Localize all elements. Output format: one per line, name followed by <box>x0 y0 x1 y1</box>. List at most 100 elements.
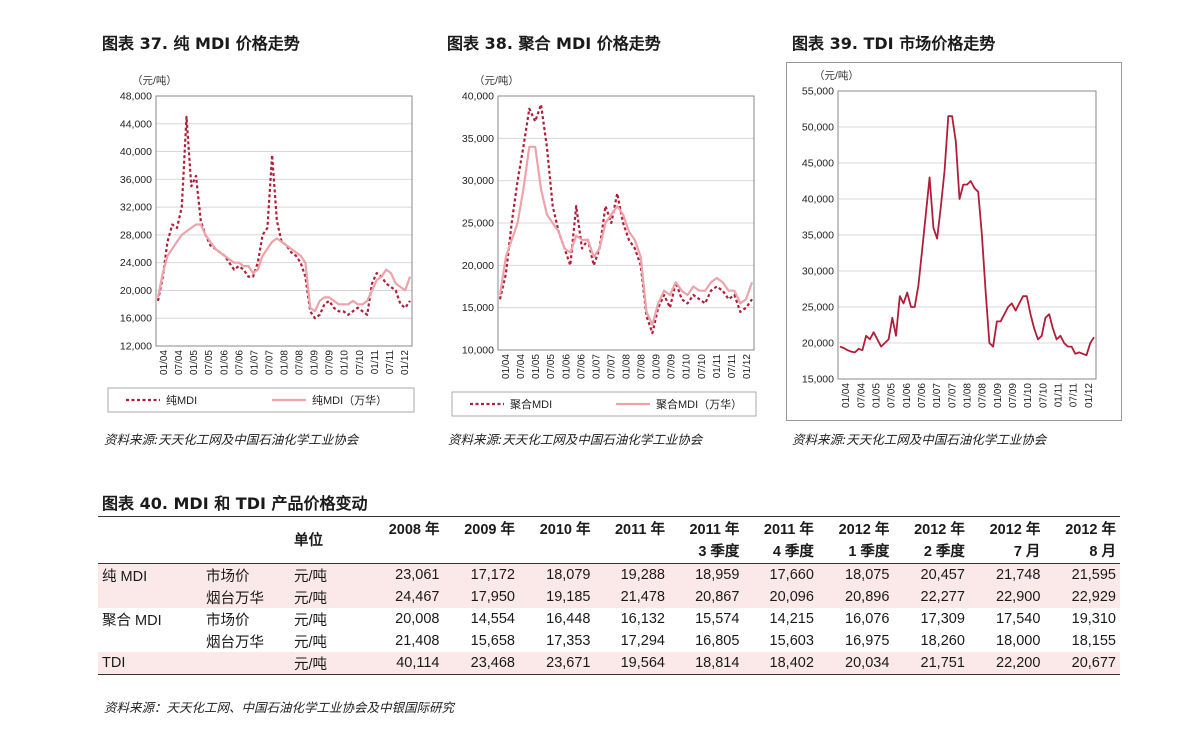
value-cell: 17,309 <box>920 611 965 627</box>
x-tick-label: 07/09 <box>325 350 336 375</box>
x-tick-label: 01/07 <box>591 354 602 379</box>
x-tick-label: 01/11 <box>370 350 381 375</box>
x-tick-label: 01/05 <box>189 350 200 375</box>
y-tick-label: 25,000 <box>802 302 834 314</box>
y-tick-label: 35,000 <box>802 230 834 242</box>
value-cell: 23,671 <box>519 652 595 675</box>
table-row: 烟台万华 元/吨 21,408 15,658 17,353 17,294 16,805 15,… <box>98 630 1120 652</box>
y-tick-label: 40,000 <box>120 146 152 158</box>
x-tick-label: 07/08 <box>978 383 989 408</box>
value-cell: 17,172 <box>443 563 519 586</box>
price-type-cell: 烟台万华 <box>192 586 286 608</box>
y-tick-label: 12,000 <box>120 341 152 353</box>
y-tick-label: 44,000 <box>120 118 152 130</box>
value-cell: 14,554 <box>470 611 515 627</box>
value-cell: 22,900 <box>968 586 1045 608</box>
x-tick-label: 07/07 <box>264 350 275 375</box>
price-type-cell: 市场价 <box>206 612 250 629</box>
price-type-cell: 烟台万华 <box>206 634 264 651</box>
y-tick-label: 20,000 <box>120 285 152 297</box>
tdi-price-chart: （元/吨） 15,000 20,000 25,000 30,000 35,000 40,00… <box>786 62 1122 421</box>
x-tick-label: 07/04 <box>174 350 185 375</box>
value-cell: 17,950 <box>443 586 519 608</box>
value-cell: 18,075 <box>817 563 894 586</box>
series-line-wanhua <box>156 223 412 313</box>
y-tick-label: 45,000 <box>802 158 834 170</box>
chart-title: 图表 38. 聚合 MDI 价格走势 <box>447 34 661 53</box>
value-cell: 18,814 <box>668 652 744 675</box>
x-tick-label: 01/10 <box>1023 383 1034 408</box>
x-tick-label: 01/11 <box>712 354 723 379</box>
x-tick-label: 07/09 <box>1008 383 1019 408</box>
value-cell: 18,000 <box>996 633 1041 649</box>
plot-area <box>837 90 1097 380</box>
value-cell: 15,658 <box>470 633 515 649</box>
x-tick-label: 07/10 <box>1038 383 1049 408</box>
col-header: 2010 年 <box>539 522 591 538</box>
x-tick-label: 07/06 <box>234 350 245 375</box>
x-tick-label: 07/06 <box>576 354 587 379</box>
value-cell: 21,478 <box>594 586 669 608</box>
x-tick-label: 01/09 <box>310 350 321 375</box>
value-cell: 16,132 <box>620 611 665 627</box>
value-cell: 16,805 <box>695 633 740 649</box>
x-tick-label: 01/06 <box>902 383 913 408</box>
x-tick-label: 07/08 <box>637 354 648 379</box>
product-cell: 纯 MDI <box>98 563 192 586</box>
x-tick-label: 01/08 <box>622 354 633 379</box>
y-tick-label: 35,000 <box>462 133 494 145</box>
value-cell: 21,751 <box>893 652 969 675</box>
x-tick-label: 07/06 <box>917 383 928 408</box>
y-tick-label: 50,000 <box>802 122 834 134</box>
table-title: 图表 40. MDI 和 TDI 产品价格变动 <box>102 494 368 513</box>
x-tick-label: 01/12 <box>400 350 411 375</box>
table-row: TDI 元/吨 40,114 23,468 23,671 19,564 18,814 18,4… <box>98 652 1120 675</box>
product-cell <box>98 586 192 608</box>
value-cell: 20,457 <box>893 563 969 586</box>
col-header: 2009 年 <box>464 522 515 538</box>
chart-source: 资料来源:天天化工网及中国石油化学工业协会 <box>792 432 1047 447</box>
unit-cell: 元/吨 <box>286 563 368 586</box>
x-tick-label: 07/10 <box>355 350 366 375</box>
series-line-wanhua <box>839 115 1095 357</box>
x-tick-label: 07/08 <box>295 350 306 375</box>
table-row: 纯 MDI 市场价 元/吨 23,061 17,172 18,079 19,288 18,95… <box>98 563 1120 586</box>
x-tick-label: 01/12 <box>742 354 753 379</box>
value-cell: 24,467 <box>368 586 444 608</box>
value-cell: 17,540 <box>996 611 1041 627</box>
x-tick-label: 01/04 <box>159 350 170 375</box>
unit-cell: 元/吨 <box>286 652 368 675</box>
col-header: 2008 年 <box>388 522 440 538</box>
product-cell <box>98 630 192 652</box>
y-tick-label: 15,000 <box>462 302 494 314</box>
x-tick-label: 01/10 <box>682 354 693 379</box>
value-cell: 20,096 <box>743 586 818 608</box>
value-cell: 18,959 <box>668 563 744 586</box>
x-tick-label: 07/11 <box>727 354 738 379</box>
y-unit-label: （元/吨） <box>814 69 859 82</box>
product-cell: 聚合 MDI <box>102 612 162 629</box>
value-cell: 21,408 <box>395 633 440 649</box>
x-tick-label: 01/09 <box>652 354 663 379</box>
value-cell: 20,867 <box>668 586 744 608</box>
value-cell: 20,896 <box>817 586 894 608</box>
y-tick-label: 15,000 <box>802 374 834 386</box>
y-tick-label: 24,000 <box>120 257 152 269</box>
legend-label: 聚合MDI <box>510 397 552 411</box>
value-cell: 22,929 <box>1044 586 1120 608</box>
value-cell: 15,574 <box>695 611 740 627</box>
y-tick-label: 32,000 <box>120 202 152 214</box>
x-tick-label: 07/05 <box>887 383 898 408</box>
price-type-cell: 市场价 <box>192 563 286 586</box>
value-cell: 20,008 <box>395 611 440 627</box>
value-cell: 18,155 <box>1071 633 1116 649</box>
x-tick-label: 01/05 <box>531 354 542 379</box>
x-tick-label: 07/10 <box>697 354 708 379</box>
value-cell: 19,564 <box>594 652 669 675</box>
